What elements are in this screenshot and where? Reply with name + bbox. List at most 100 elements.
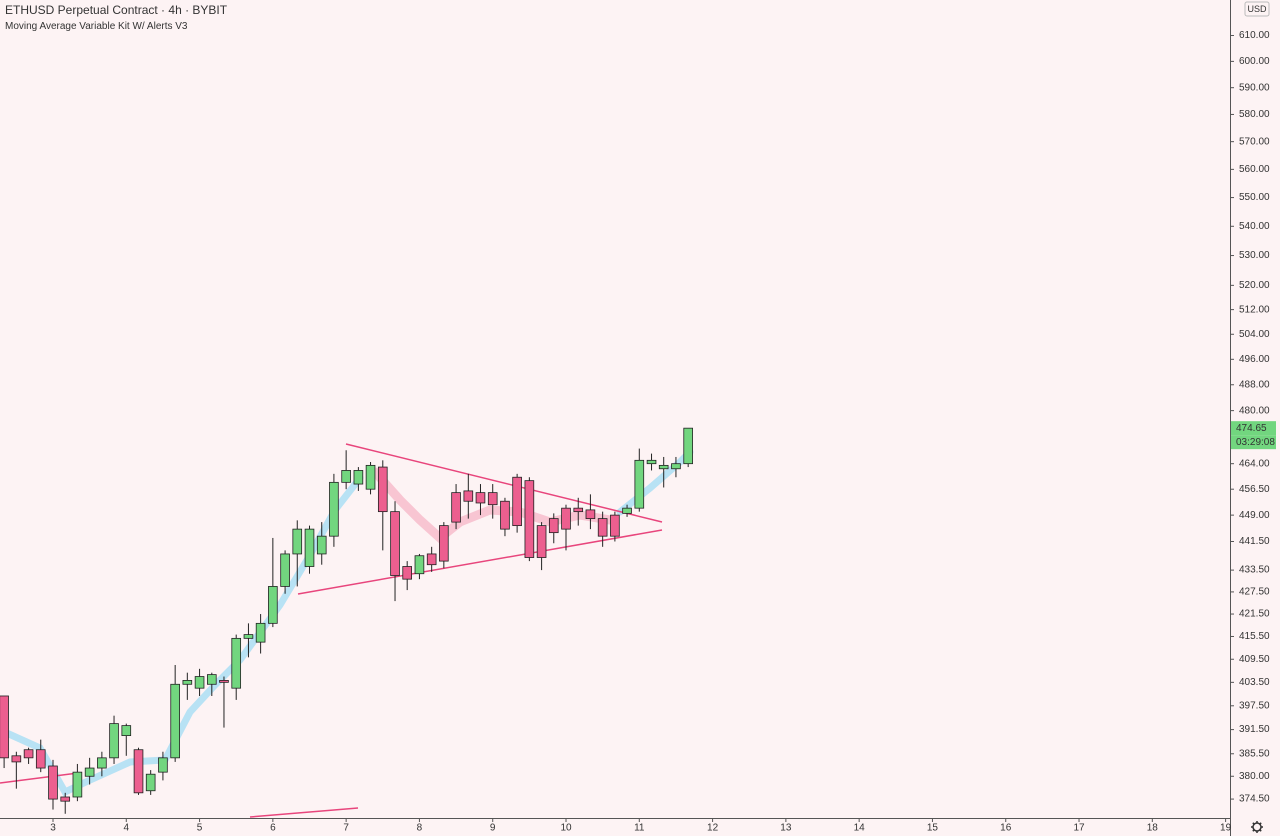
candle-body xyxy=(97,757,107,769)
y-tick-label: 421.50 xyxy=(1239,609,1270,620)
x-tick-label: 16 xyxy=(1000,823,1012,834)
last-price-box xyxy=(1231,421,1276,436)
candle-body xyxy=(60,796,71,802)
candle-body xyxy=(280,553,290,587)
candle-body xyxy=(561,507,571,530)
candle-body xyxy=(390,511,400,576)
candle-body xyxy=(11,755,22,763)
x-tick-label: 14 xyxy=(854,823,866,834)
y-tick-label: 580.00 xyxy=(1239,109,1270,120)
y-tick-label: 590.00 xyxy=(1239,82,1270,93)
y-tick-label: 441.50 xyxy=(1239,536,1270,547)
trend-line xyxy=(249,807,359,818)
x-tick-label: 19 xyxy=(1220,823,1232,834)
candle-body xyxy=(206,674,217,685)
candle-body xyxy=(170,683,180,759)
candle-body xyxy=(451,492,461,523)
candle-body xyxy=(487,492,498,506)
candle-body xyxy=(243,634,254,639)
candle-body xyxy=(622,507,632,514)
x-tick-label: 7 xyxy=(343,823,349,834)
y-tick-label: 427.50 xyxy=(1239,587,1270,598)
candle-body xyxy=(463,490,474,502)
candle-body xyxy=(219,680,229,683)
x-tick-label: 4 xyxy=(123,823,129,834)
x-tick-label: 15 xyxy=(927,823,939,834)
candle-body xyxy=(475,492,486,504)
candle-body xyxy=(610,514,620,537)
candle-body xyxy=(255,622,266,643)
y-tick-label: 449.00 xyxy=(1239,510,1270,521)
y-tick-label: 391.50 xyxy=(1239,724,1270,735)
candle-body xyxy=(48,765,58,800)
candle-body xyxy=(573,507,584,513)
candle-body xyxy=(500,500,510,530)
candle-body xyxy=(194,676,205,689)
y-tick-label: 409.50 xyxy=(1239,654,1270,665)
y-tick-label: 540.00 xyxy=(1239,221,1270,232)
trend-line xyxy=(297,529,663,595)
y-tick-label: 496.00 xyxy=(1239,354,1270,365)
candle-body xyxy=(585,509,596,520)
y-tick-label: 504.00 xyxy=(1239,329,1270,340)
y-tick-label: 456.50 xyxy=(1239,484,1270,495)
x-tick-label: 9 xyxy=(490,823,496,834)
candle-body xyxy=(341,470,351,483)
candle-body xyxy=(0,695,9,759)
countdown-box xyxy=(1231,435,1276,450)
y-tick-label: 380.00 xyxy=(1239,771,1270,782)
candle-body xyxy=(316,535,327,555)
x-tick-label: 18 xyxy=(1147,823,1159,834)
ma-ribbon xyxy=(0,474,364,797)
candle-body xyxy=(426,553,437,566)
candle-body xyxy=(72,771,83,798)
candle-body xyxy=(145,773,156,792)
candle-body xyxy=(23,749,34,759)
y-tick-label: 385.50 xyxy=(1239,748,1270,759)
y-tick-label: 374.50 xyxy=(1239,794,1270,805)
candle-body xyxy=(329,481,339,537)
y-tick-label: 480.00 xyxy=(1239,405,1270,416)
y-tick-label: 464.00 xyxy=(1239,458,1270,469)
currency-button[interactable] xyxy=(1244,1,1270,17)
x-tick-label: 12 xyxy=(707,823,719,834)
candle-body xyxy=(158,757,168,773)
candle-body xyxy=(304,528,315,567)
y-tick-label: 520.00 xyxy=(1239,280,1270,291)
candle-body xyxy=(658,464,669,470)
y-tick-label: 610.00 xyxy=(1239,30,1270,41)
settings-icon[interactable] xyxy=(1251,821,1263,833)
y-tick-label: 433.50 xyxy=(1239,565,1270,576)
indicator-name: Moving Average Variable Kit W/ Alerts V3 xyxy=(5,21,188,32)
x-tick-label: 11 xyxy=(634,823,645,834)
chart-title: ETHUSD Perpetual Contract · 4h · BYBIT xyxy=(5,3,228,17)
x-tick-label: 6 xyxy=(270,823,276,834)
candle-body xyxy=(683,427,693,465)
candle-body xyxy=(292,528,303,555)
y-tick-label: 530.00 xyxy=(1239,250,1270,261)
candle-body xyxy=(109,723,119,759)
candle-body xyxy=(524,480,535,558)
x-tick-label: 5 xyxy=(197,823,203,834)
candle-body xyxy=(365,464,376,490)
y-tick-label: 403.50 xyxy=(1239,677,1270,688)
candle-body xyxy=(548,518,559,534)
y-tick-label: 570.00 xyxy=(1239,136,1270,147)
y-tick-label: 512.00 xyxy=(1239,304,1270,315)
candle-body xyxy=(133,749,144,794)
currency: USD xyxy=(1247,4,1267,14)
candle-body xyxy=(35,749,46,769)
candle-body xyxy=(268,586,278,624)
trend-line xyxy=(0,772,79,784)
candle-body xyxy=(671,463,681,470)
candle-body xyxy=(634,459,645,509)
countdown: 03:29:08 xyxy=(1236,437,1275,448)
candle-body xyxy=(646,459,657,465)
x-tick-label: 17 xyxy=(1073,823,1085,834)
candle-body xyxy=(536,525,547,558)
y-tick-label: 415.50 xyxy=(1239,631,1270,642)
y-tick-label: 488.00 xyxy=(1239,379,1270,390)
candle-body xyxy=(231,637,242,689)
candle-body xyxy=(353,470,364,485)
